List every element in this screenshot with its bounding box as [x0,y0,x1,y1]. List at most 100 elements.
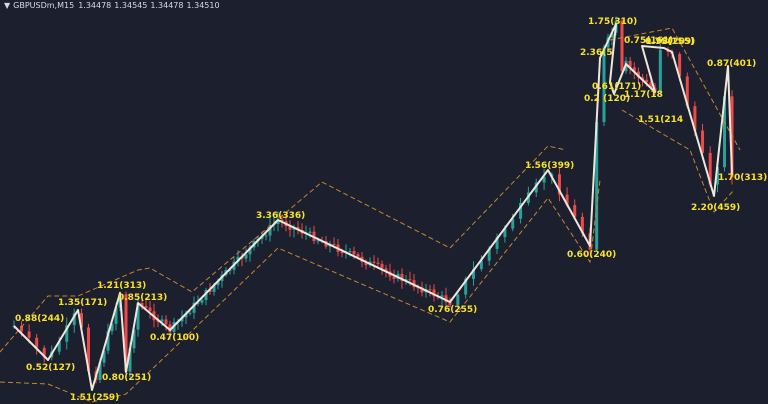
candle-body [384,268,388,272]
candle-body [557,174,561,195]
candle-body [124,294,128,372]
candle-body [565,194,569,206]
zigzag-label: 2.20(459) [691,203,740,213]
candle-body [80,313,83,328]
candle-body [730,96,734,178]
candle-body [412,280,416,288]
candle-body [487,248,491,261]
candle-body [42,347,46,358]
candle-body [628,60,632,68]
zigzag-label: 0.47(100) [150,333,199,343]
candle-body [519,202,523,219]
candle-body [196,302,200,304]
high-value: 1.34545 [114,1,148,10]
channel-line [0,145,567,353]
zigzag-label: 1.56(399) [525,161,574,171]
candle-body [400,273,404,281]
candle-body [602,47,606,123]
candle-body [408,279,412,281]
candle-body [212,285,216,292]
channel-line [621,109,735,213]
candle-body [236,256,240,262]
candle-body [352,251,356,255]
candle-body [140,302,144,306]
candle-body [456,294,460,305]
zigzag-label: 2.36(5 [580,48,613,58]
ohlc-values: 1.34478 1.34545 1.34478 1.34510 [78,1,222,10]
candle-body [685,76,689,107]
zigzag-label: 0.61(171) [592,82,641,92]
candle-body [164,319,168,325]
candle-body [264,235,268,237]
zigzag-line [13,23,733,391]
candle-body [364,261,368,266]
symbol-timeframe: GBPUSDm,M15 [13,1,75,10]
candle-body [98,362,102,381]
candle-body [216,281,220,286]
candle-body [268,225,272,236]
candle-body [440,295,444,298]
candle-body [678,54,682,77]
chart-header: ▼ GBPUSDm,M15 1.34478 1.34545 1.34478 1.34510 [4,1,223,11]
zigzag-label: 0.2 (120) [584,94,630,104]
candle-body [632,67,636,72]
zigzag-label: 1.70(313) [718,173,767,183]
zigzag-label: 3.36(336) [256,211,305,221]
candle-body [420,287,424,293]
zigzag-layer [13,23,733,391]
candle-body [316,240,320,242]
zigzag-label: 0.52(127) [26,363,75,373]
candle-body [641,77,645,80]
low-value: 1.34478 [150,1,184,10]
candle-body [595,122,599,250]
candle-body [27,331,31,338]
zigzag-label: 0.75(155) [645,37,694,47]
candle-body [376,262,380,264]
zigzag-label: 1.21(313) [97,281,146,291]
candle-body [610,32,614,38]
candle-body [106,331,110,351]
candle-body [645,79,649,83]
channel-line [609,27,741,151]
zigzag-label: 0.80(251) [102,373,151,383]
collapse-triangle-icon[interactable]: ▼ [4,1,11,10]
candle-body [180,317,184,322]
candle-body [204,289,208,301]
candles-layer [12,16,734,384]
candle-body [144,305,148,308]
candle-body [716,167,719,185]
candle-body [308,231,312,233]
candle-body [160,319,164,322]
candle-body [573,205,577,217]
zigzag-label: 0.75(161) [624,36,673,46]
candle-body [693,106,697,131]
candle-body [65,325,69,342]
zigzag-label: 1.51(259) [70,393,119,403]
close-value: 1.34510 [186,1,220,10]
candle-body [701,130,705,153]
candle-body [372,261,376,263]
candle-body [128,348,132,372]
candle-body [288,226,292,230]
candle-body [248,247,252,255]
candle-body [432,289,436,297]
candle-body [658,49,662,92]
candle-body [464,278,468,295]
candle-body [188,312,192,314]
zigzag-label: 0.85(213) [118,293,167,303]
candle-body [208,289,212,292]
candle-body [200,300,204,303]
zigzag-label: 0.87(401) [707,59,756,69]
zigzag-labels-layer: 0.88(244) 0.52(127) 1.35(171) 1.51(259) 1.21… [15,17,767,403]
candle-body [380,263,384,269]
candle-body [511,218,515,229]
candle-body [448,302,452,305]
candle-body [57,341,61,352]
candle-body [102,350,106,363]
candle-body [114,307,118,324]
candle-body [87,327,90,372]
candle-body [620,20,624,72]
channel-line [0,179,601,403]
candle-body [136,302,140,330]
